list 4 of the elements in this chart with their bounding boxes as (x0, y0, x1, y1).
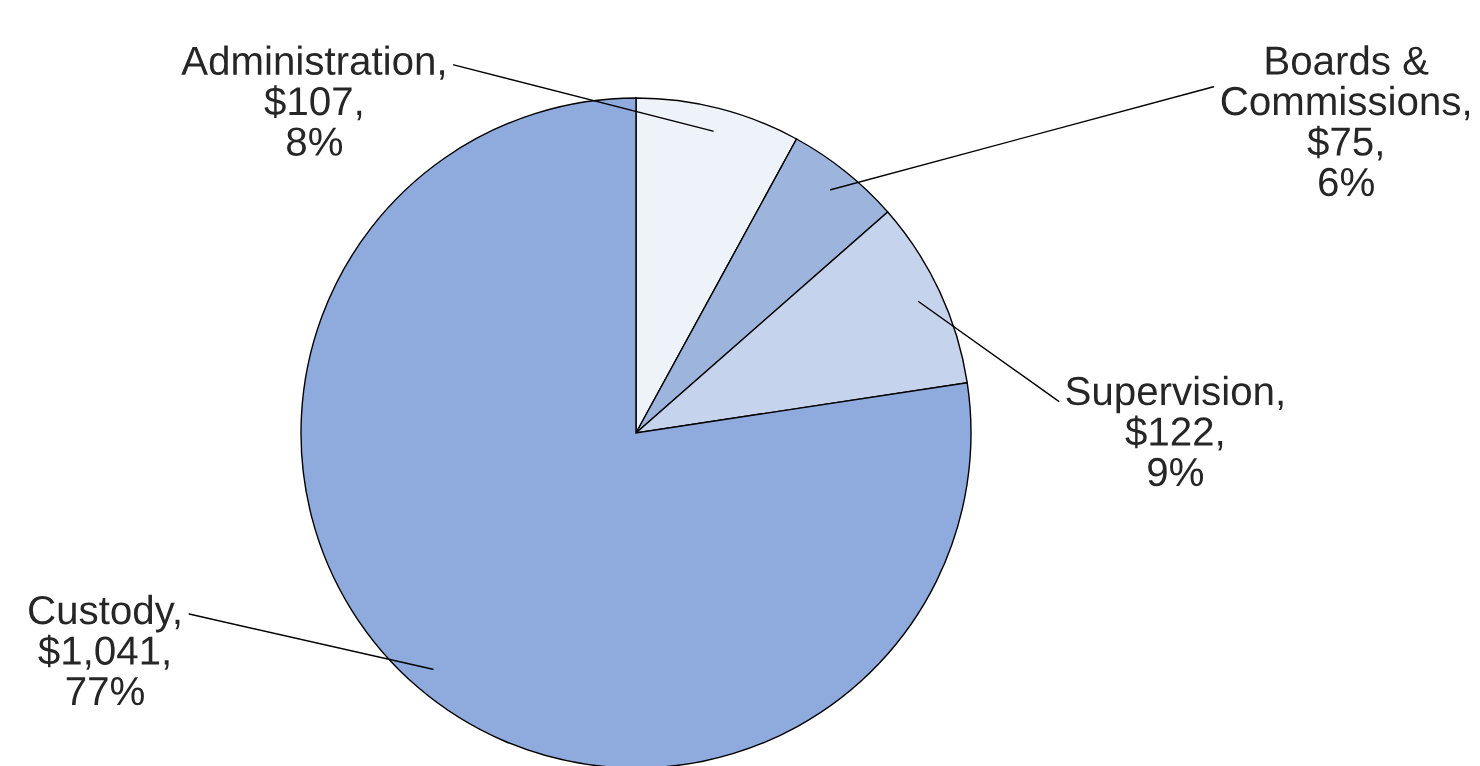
slice-label: Custody, $1,041, 77% (29, 594, 180, 706)
slice-label: Supervision, $122, 9% (1066, 375, 1283, 487)
slice-label: Administration, $107, 8% (181, 45, 444, 156)
slice-label: Boards & Commissions, $75, 6% (1221, 45, 1470, 197)
